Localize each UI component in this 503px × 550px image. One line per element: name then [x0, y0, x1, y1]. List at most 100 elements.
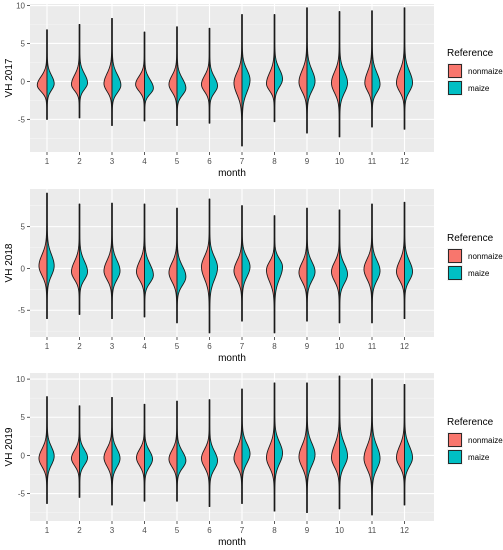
x-tick-label: 10: [335, 342, 344, 351]
x-tick-label: 3: [110, 342, 115, 351]
violin-month-10: [331, 375, 348, 510]
violin-half-maize: [46, 396, 55, 504]
violin-half-maize: [209, 198, 218, 334]
violin-half-maize: [274, 382, 283, 512]
violin-half-maize: [306, 382, 316, 514]
x-tick-label: 11: [368, 526, 377, 535]
violin-half-maize: [209, 27, 218, 124]
legend: Reference nonmaize maize: [447, 233, 503, 281]
x-tick-label: 2: [77, 526, 82, 535]
violin-half-maize: [274, 14, 283, 123]
y-tick-label: 10: [16, 2, 25, 11]
x-tick-label: 2: [77, 342, 82, 351]
x-tick-label: 8: [272, 526, 277, 535]
legend: Reference nonmaize maize: [447, 48, 503, 96]
violin-month-11: [363, 203, 381, 324]
violin-half-maize: [371, 203, 381, 324]
x-axis-title: month: [218, 168, 246, 179]
x-tick-label: 3: [110, 157, 115, 166]
violin-month-10: [331, 209, 348, 324]
violin-month-5: [168, 207, 187, 324]
legend-swatch-maize: [448, 81, 462, 95]
x-tick-label: 7: [240, 342, 245, 351]
violin-half-maize: [274, 215, 283, 334]
legend-label-maize: maize: [468, 453, 490, 462]
y-axis-title: VH 2018: [4, 243, 15, 282]
y-tick-label: 10: [16, 375, 25, 384]
violin-month-6: [201, 27, 218, 124]
x-tick-label: 8: [272, 157, 277, 166]
legend-swatch-nonmaize: [448, 433, 462, 447]
violin-half-maize: [144, 31, 154, 122]
legend-title: Reference: [447, 417, 494, 428]
y-tick-label: 0: [21, 77, 26, 86]
x-tick-label: 1: [45, 342, 50, 351]
violin-month-9: [298, 207, 316, 322]
x-tick-label: 10: [335, 526, 344, 535]
violin-month-4: [135, 31, 154, 122]
violin-half-maize: [144, 203, 154, 318]
y-tick-label: -5: [18, 490, 26, 499]
x-tick-label: 1: [45, 157, 50, 166]
violin-half-maize: [209, 399, 218, 507]
violin-half-maize: [176, 207, 187, 324]
legend-swatch-maize: [448, 266, 462, 280]
y-tick-label: 0: [21, 451, 26, 460]
violin-half-maize: [371, 378, 381, 516]
legend-label-maize: maize: [468, 84, 490, 93]
x-axis-title: month: [218, 537, 246, 548]
x-tick-label: 4: [142, 342, 147, 351]
violin-half-maize: [111, 396, 121, 506]
violin-month-10: [331, 11, 348, 138]
x-tick-label: 4: [142, 526, 147, 535]
y-axis-title: VH 2019: [4, 427, 15, 466]
violin-half-maize: [339, 375, 348, 510]
violin-month-1: [38, 396, 55, 504]
violin-half-maize: [111, 17, 122, 126]
x-tick-label: 9: [305, 526, 310, 535]
violin-month-2: [71, 203, 88, 315]
legend-label-nonmaize: nonmaize: [468, 436, 503, 445]
violin-half-maize: [46, 29, 55, 120]
violin-half-maize: [79, 203, 88, 315]
violin-month-12: [396, 7, 413, 130]
violin-half-maize: [176, 400, 187, 502]
violin-month-7: [233, 205, 251, 322]
violin-month-12: [396, 201, 413, 320]
legend-swatch-nonmaize: [448, 64, 462, 78]
x-axis-title: month: [218, 353, 246, 364]
y-tick-label: 5: [21, 39, 26, 48]
y-axis-title: VH 2017: [4, 58, 15, 97]
legend-label-nonmaize: nonmaize: [468, 67, 503, 76]
violin-month-8: [266, 382, 283, 512]
violin-month-7: [233, 388, 251, 504]
x-tick-label: 9: [305, 157, 310, 166]
x-tick-label: 7: [240, 526, 245, 535]
violin-half-maize: [339, 11, 348, 138]
x-tick-label: 10: [335, 157, 344, 166]
x-tick-label: 8: [272, 342, 277, 351]
legend-title: Reference: [447, 48, 494, 59]
violin-half-maize: [241, 388, 251, 504]
legend-label-nonmaize: nonmaize: [468, 252, 503, 261]
violin-half-maize: [79, 405, 88, 498]
violin-half-maize: [404, 201, 413, 320]
violin-month-9: [298, 7, 316, 134]
violin-month-4: [136, 203, 154, 318]
x-tick-label: 5: [175, 157, 180, 166]
violin-half-maize: [176, 26, 187, 126]
violin-half-maize: [144, 403, 153, 502]
violin-half-maize: [111, 202, 121, 320]
legend-title: Reference: [447, 233, 494, 244]
violin-month-11: [363, 378, 381, 516]
violin-half-maize: [371, 10, 381, 128]
x-tick-label: 5: [175, 526, 180, 535]
violin-month-2: [71, 405, 88, 498]
legend-swatch-maize: [448, 450, 462, 464]
legend-label-maize: maize: [468, 269, 490, 278]
y-tick-label: 0: [21, 264, 26, 273]
violin-half-maize: [241, 205, 251, 322]
x-tick-label: 5: [175, 342, 180, 351]
